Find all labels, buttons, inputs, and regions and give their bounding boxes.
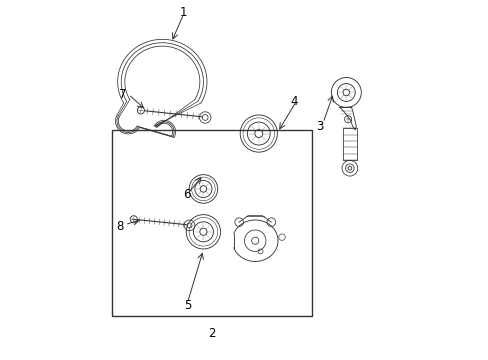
- Text: 6: 6: [183, 188, 191, 201]
- Bar: [112, 130, 312, 316]
- Text: 4: 4: [290, 95, 298, 108]
- Text: 2: 2: [208, 327, 216, 340]
- Text: 1: 1: [180, 6, 187, 19]
- Text: 7: 7: [119, 88, 126, 101]
- Text: 5: 5: [183, 298, 191, 311]
- Text: 8: 8: [116, 220, 123, 233]
- Text: 3: 3: [315, 120, 323, 133]
- Bar: [342, 128, 356, 160]
